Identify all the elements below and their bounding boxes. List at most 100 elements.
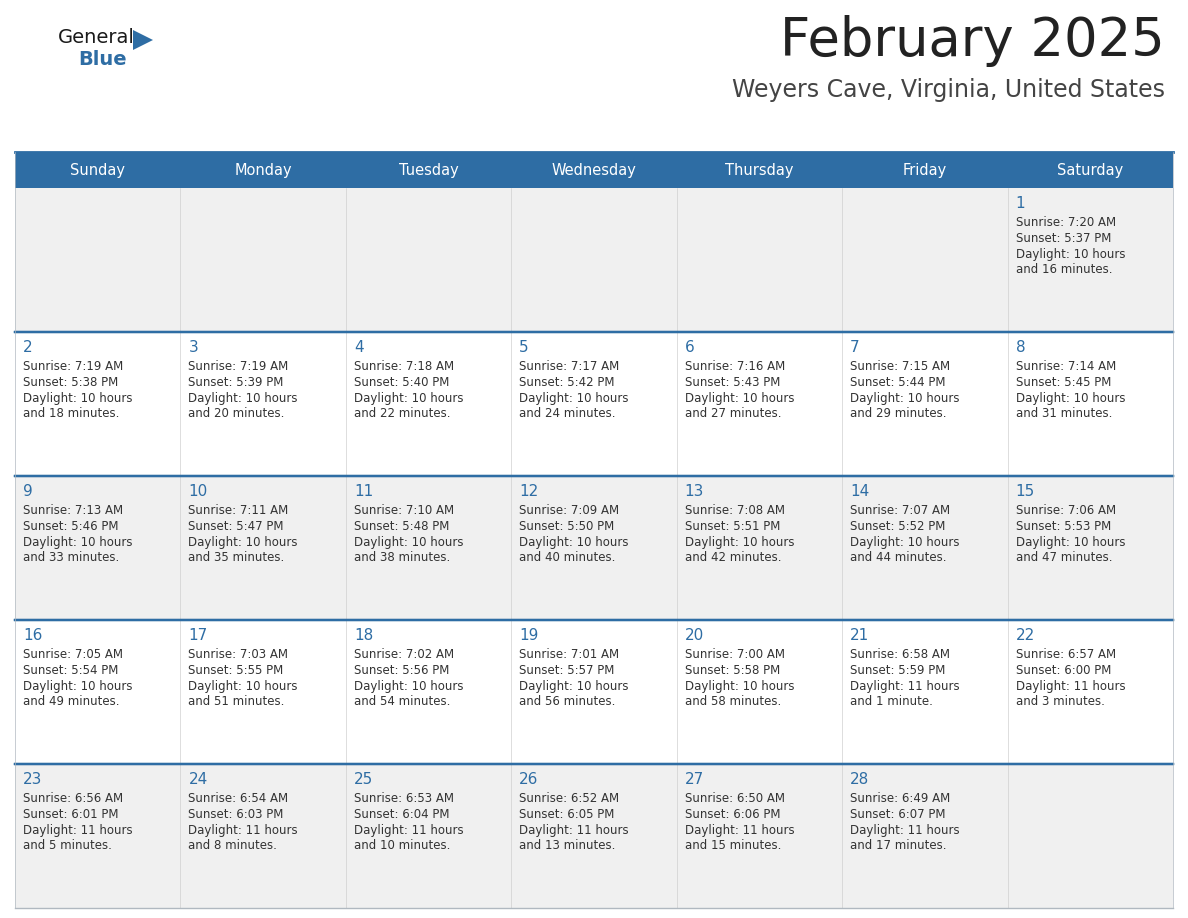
Text: and 33 minutes.: and 33 minutes. — [23, 551, 119, 564]
Text: 22: 22 — [1016, 628, 1035, 643]
Text: Sunset: 5:56 PM: Sunset: 5:56 PM — [354, 664, 449, 677]
Text: Daylight: 10 hours: Daylight: 10 hours — [23, 392, 133, 405]
Text: Sunset: 5:37 PM: Sunset: 5:37 PM — [1016, 232, 1111, 245]
Bar — [1007, 476, 1173, 620]
Text: 15: 15 — [1016, 484, 1035, 499]
Text: Sunrise: 7:05 AM: Sunrise: 7:05 AM — [23, 648, 124, 661]
Text: 19: 19 — [519, 628, 538, 643]
Text: Sunset: 5:57 PM: Sunset: 5:57 PM — [519, 664, 614, 677]
Text: Daylight: 10 hours: Daylight: 10 hours — [851, 536, 960, 549]
Text: Sunrise: 7:01 AM: Sunrise: 7:01 AM — [519, 648, 619, 661]
Text: 11: 11 — [354, 484, 373, 499]
Text: Sunrise: 6:54 AM: Sunrise: 6:54 AM — [189, 792, 289, 805]
Bar — [677, 332, 842, 476]
Text: Sunrise: 6:56 AM: Sunrise: 6:56 AM — [23, 792, 124, 805]
Bar — [1007, 620, 1173, 764]
Text: Sunrise: 6:53 AM: Sunrise: 6:53 AM — [354, 792, 454, 805]
Text: Sunset: 5:55 PM: Sunset: 5:55 PM — [189, 664, 284, 677]
Text: Daylight: 11 hours: Daylight: 11 hours — [851, 824, 960, 837]
Bar — [15, 476, 181, 620]
Polygon shape — [133, 30, 153, 50]
Text: and 42 minutes.: and 42 minutes. — [684, 551, 782, 564]
Text: and 29 minutes.: and 29 minutes. — [851, 407, 947, 420]
Text: 13: 13 — [684, 484, 704, 499]
Text: Sunrise: 7:00 AM: Sunrise: 7:00 AM — [684, 648, 785, 661]
Text: Friday: Friday — [903, 162, 947, 177]
Text: 26: 26 — [519, 772, 538, 787]
Bar — [181, 620, 346, 764]
Bar — [181, 188, 346, 332]
Text: Daylight: 11 hours: Daylight: 11 hours — [851, 680, 960, 693]
Text: Daylight: 10 hours: Daylight: 10 hours — [189, 536, 298, 549]
Text: Sunset: 5:39 PM: Sunset: 5:39 PM — [189, 376, 284, 389]
Bar — [842, 620, 1007, 764]
Text: Sunrise: 7:19 AM: Sunrise: 7:19 AM — [189, 360, 289, 373]
Text: Daylight: 10 hours: Daylight: 10 hours — [1016, 392, 1125, 405]
Text: Sunset: 5:52 PM: Sunset: 5:52 PM — [851, 520, 946, 533]
Text: 20: 20 — [684, 628, 704, 643]
Bar — [346, 764, 511, 908]
Bar — [511, 476, 677, 620]
Text: Daylight: 10 hours: Daylight: 10 hours — [684, 536, 795, 549]
Bar — [842, 476, 1007, 620]
Text: Daylight: 11 hours: Daylight: 11 hours — [23, 824, 133, 837]
Bar — [181, 764, 346, 908]
Text: Sunset: 5:58 PM: Sunset: 5:58 PM — [684, 664, 781, 677]
Text: Sunset: 5:48 PM: Sunset: 5:48 PM — [354, 520, 449, 533]
Bar — [511, 332, 677, 476]
Text: Sunset: 5:43 PM: Sunset: 5:43 PM — [684, 376, 781, 389]
Text: Sunset: 6:01 PM: Sunset: 6:01 PM — [23, 808, 119, 821]
Text: 1: 1 — [1016, 196, 1025, 211]
Text: Sunrise: 7:16 AM: Sunrise: 7:16 AM — [684, 360, 785, 373]
Bar — [15, 152, 1173, 188]
Text: 6: 6 — [684, 340, 695, 355]
Text: Sunrise: 6:49 AM: Sunrise: 6:49 AM — [851, 792, 950, 805]
Text: Daylight: 10 hours: Daylight: 10 hours — [189, 680, 298, 693]
Text: and 51 minutes.: and 51 minutes. — [189, 695, 285, 708]
Text: 28: 28 — [851, 772, 870, 787]
Bar — [842, 764, 1007, 908]
Text: Sunrise: 6:58 AM: Sunrise: 6:58 AM — [851, 648, 950, 661]
Text: General: General — [58, 28, 135, 47]
Bar — [1007, 188, 1173, 332]
Text: and 20 minutes.: and 20 minutes. — [189, 407, 285, 420]
Text: and 18 minutes.: and 18 minutes. — [23, 407, 119, 420]
Text: 5: 5 — [519, 340, 529, 355]
Text: and 24 minutes.: and 24 minutes. — [519, 407, 615, 420]
Text: 2: 2 — [23, 340, 32, 355]
Text: Daylight: 10 hours: Daylight: 10 hours — [354, 680, 463, 693]
Text: Sunset: 6:05 PM: Sunset: 6:05 PM — [519, 808, 614, 821]
Text: Weyers Cave, Virginia, United States: Weyers Cave, Virginia, United States — [732, 78, 1165, 102]
Text: and 44 minutes.: and 44 minutes. — [851, 551, 947, 564]
Text: and 56 minutes.: and 56 minutes. — [519, 695, 615, 708]
Text: Daylight: 10 hours: Daylight: 10 hours — [189, 392, 298, 405]
Text: and 35 minutes.: and 35 minutes. — [189, 551, 285, 564]
Text: Sunrise: 7:10 AM: Sunrise: 7:10 AM — [354, 504, 454, 517]
Text: 4: 4 — [354, 340, 364, 355]
Text: Sunrise: 7:08 AM: Sunrise: 7:08 AM — [684, 504, 785, 517]
Text: 24: 24 — [189, 772, 208, 787]
Text: 27: 27 — [684, 772, 704, 787]
Text: Sunrise: 6:52 AM: Sunrise: 6:52 AM — [519, 792, 619, 805]
Text: 14: 14 — [851, 484, 870, 499]
Text: 8: 8 — [1016, 340, 1025, 355]
Text: 17: 17 — [189, 628, 208, 643]
Text: Sunrise: 7:09 AM: Sunrise: 7:09 AM — [519, 504, 619, 517]
Text: Daylight: 10 hours: Daylight: 10 hours — [354, 392, 463, 405]
Text: and 3 minutes.: and 3 minutes. — [1016, 695, 1105, 708]
Text: and 1 minute.: and 1 minute. — [851, 695, 933, 708]
Text: Sunset: 6:03 PM: Sunset: 6:03 PM — [189, 808, 284, 821]
Text: Sunset: 5:53 PM: Sunset: 5:53 PM — [1016, 520, 1111, 533]
Bar — [15, 332, 181, 476]
Bar — [677, 188, 842, 332]
Text: Daylight: 10 hours: Daylight: 10 hours — [1016, 248, 1125, 261]
Text: 18: 18 — [354, 628, 373, 643]
Text: and 58 minutes.: and 58 minutes. — [684, 695, 781, 708]
Text: 25: 25 — [354, 772, 373, 787]
Bar — [15, 188, 181, 332]
Text: and 54 minutes.: and 54 minutes. — [354, 695, 450, 708]
Text: Sunrise: 7:03 AM: Sunrise: 7:03 AM — [189, 648, 289, 661]
Text: 21: 21 — [851, 628, 870, 643]
Bar — [15, 620, 181, 764]
Text: Daylight: 10 hours: Daylight: 10 hours — [354, 536, 463, 549]
